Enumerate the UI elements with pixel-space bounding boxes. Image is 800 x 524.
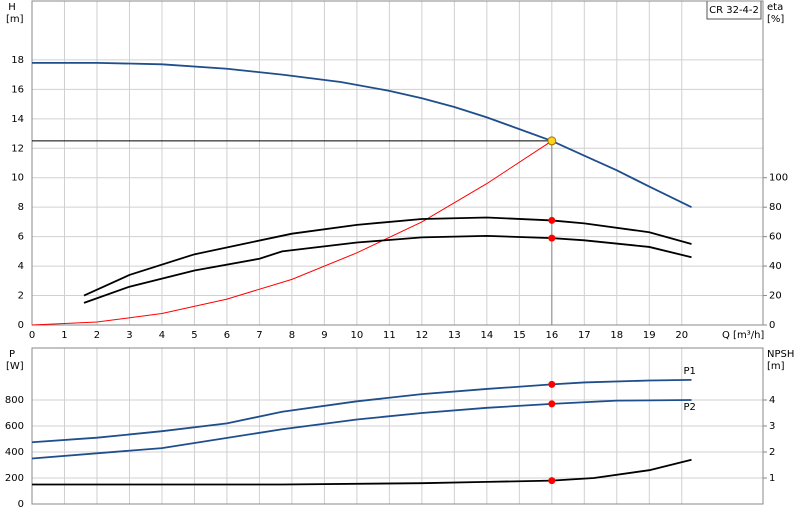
y-tick-label: 2 (18, 291, 24, 302)
y2-tick-label: 100 (769, 173, 788, 184)
y-tick-label: 0 (18, 499, 24, 510)
x-tick-label: 11 (383, 330, 396, 341)
y-axis-label: [W] (6, 361, 24, 372)
y-tick-label: 6 (18, 232, 24, 243)
y-tick-label: 8 (18, 202, 24, 213)
plot-frame (31, 0, 764, 326)
y-tick-label: 0 (18, 320, 24, 331)
y-tick-label: 10 (11, 173, 24, 184)
y2-axis-label: [%] (767, 14, 784, 25)
x-tick-label: 18 (610, 330, 623, 341)
y-axis-label: [m] (6, 14, 24, 25)
x-tick-label: 6 (224, 330, 230, 341)
y2-tick-label: 60 (769, 232, 782, 243)
series-label: P1 (684, 366, 696, 377)
x-tick-label: 10 (351, 330, 364, 341)
y-tick-label: 4 (18, 261, 24, 272)
y2-axis-label: NPSH (767, 349, 794, 360)
point-marker (548, 400, 556, 408)
x-tick-label: 2 (94, 330, 100, 341)
x-tick-label: 4 (159, 330, 165, 341)
x-tick-label: 7 (256, 330, 262, 341)
y2-tick-label: 2 (769, 447, 775, 458)
y2-tick-label: 0 (769, 320, 775, 331)
chart-title: CR 32-4-2 (709, 5, 759, 16)
y-tick-label: 14 (11, 114, 24, 125)
x-tick-label: 15 (513, 330, 526, 341)
y-tick-label: 200 (5, 473, 24, 484)
y2-tick-label: 20 (769, 291, 782, 302)
x-tick-label: 20 (675, 330, 688, 341)
series-line (31, 399, 692, 460)
y-tick-label: 600 (5, 421, 24, 432)
x-tick-label: 8 (289, 330, 295, 341)
y-tick-label: 400 (5, 447, 24, 458)
y-tick-label: 18 (11, 55, 24, 66)
x-tick-label: 5 (191, 330, 197, 341)
y-tick-label: 800 (5, 395, 24, 406)
point-marker (548, 380, 556, 388)
x-tick-label: 9 (321, 330, 327, 341)
point-marker (548, 216, 556, 224)
x-axis-label: Q [m³/h] (722, 330, 764, 341)
x-tick-label: 19 (643, 330, 656, 341)
y2-tick-label: 3 (769, 421, 775, 432)
x-tick-label: 16 (545, 330, 558, 341)
y-axis-label: P (9, 349, 15, 360)
x-tick-label: 14 (480, 330, 493, 341)
y-axis-label: H (8, 2, 16, 13)
duty-point (547, 136, 557, 146)
point-marker (548, 477, 556, 485)
y2-tick-label: 80 (769, 202, 782, 213)
y2-tick-label: 4 (769, 395, 775, 406)
y-tick-label: 16 (11, 84, 24, 95)
x-tick-label: 0 (29, 330, 35, 341)
x-tick-label: 12 (415, 330, 428, 341)
x-tick-label: 1 (61, 330, 67, 341)
series-line (31, 140, 553, 326)
series-label: P2 (684, 402, 696, 413)
series-line (83, 234, 692, 304)
series-line (31, 378, 692, 444)
x-tick-label: 3 (126, 330, 132, 341)
y2-axis-label: eta (767, 2, 783, 13)
series-line (32, 458, 692, 486)
x-tick-label: 13 (448, 330, 461, 341)
series-line (83, 216, 692, 297)
y2-tick-label: 40 (769, 261, 782, 272)
x-tick-label: 17 (578, 330, 591, 341)
y-tick-label: 12 (11, 143, 24, 154)
y2-tick-label: 1 (769, 473, 775, 484)
y2-axis-label: [m] (767, 361, 785, 372)
point-marker (548, 234, 556, 242)
series-line (32, 61, 692, 208)
